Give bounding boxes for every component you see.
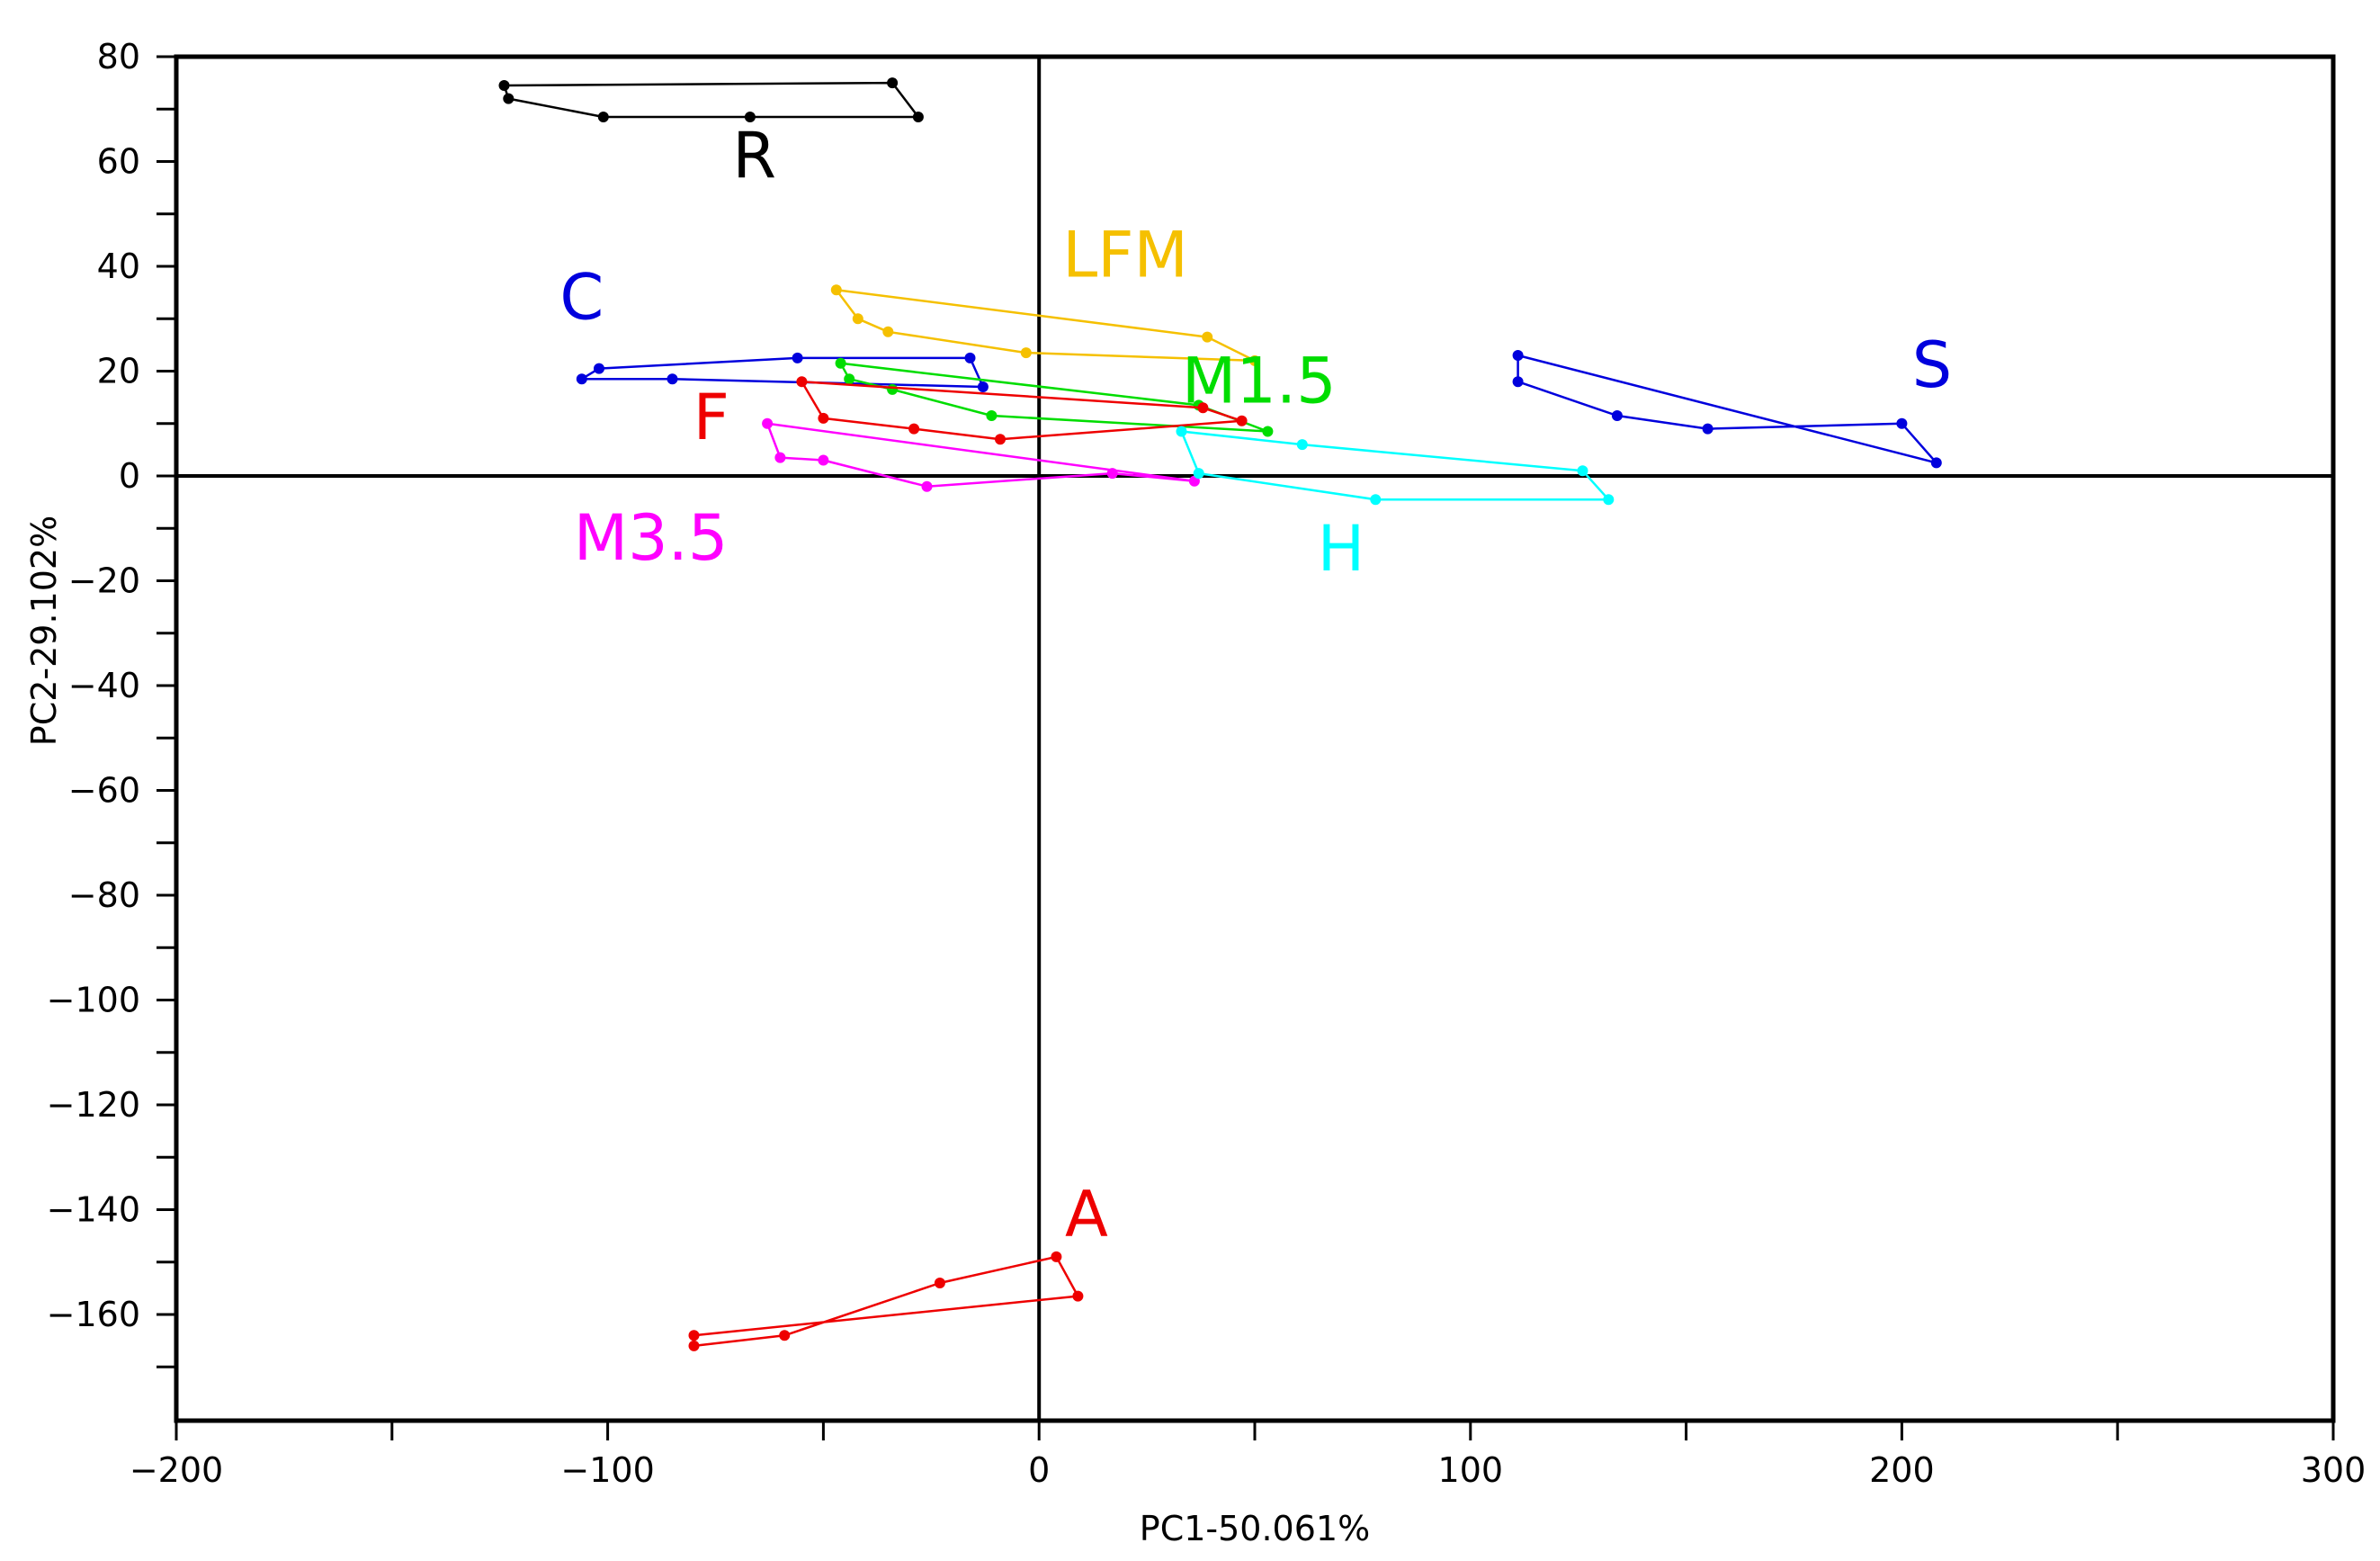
series-outline-a <box>693 1255 1079 1348</box>
data-point-f <box>995 434 1006 445</box>
data-point-h <box>1603 494 1615 506</box>
group-label-m3-5: M3.5 <box>574 501 729 575</box>
data-point-s <box>1512 376 1524 388</box>
series-outline-h <box>1180 430 1610 501</box>
series-outline-f <box>801 380 1243 441</box>
data-point-lfm <box>830 284 842 296</box>
data-point-s <box>1702 423 1713 435</box>
data-point-m1-5 <box>887 383 899 395</box>
group-label-s: S <box>1912 328 1952 402</box>
data-point-r <box>597 112 609 122</box>
data-point-h <box>1193 468 1204 480</box>
data-point-m1-5 <box>835 357 846 369</box>
y-tick-label: −20 <box>68 561 140 601</box>
data-point-h <box>1296 439 1308 451</box>
data-point-h <box>1577 465 1588 477</box>
y-tick-label: −80 <box>68 875 140 915</box>
data-point-r <box>912 112 924 122</box>
data-point-h <box>1176 426 1187 437</box>
y-tick-label: 40 <box>97 247 140 286</box>
data-point-f <box>1197 402 1209 414</box>
y-tick-label: 0 <box>119 456 140 496</box>
data-point-a <box>779 1330 791 1341</box>
group-label-r: R <box>732 119 776 193</box>
y-tick-label: 60 <box>97 142 140 182</box>
group-label-c: C <box>559 260 604 334</box>
data-point-f <box>908 423 920 435</box>
data-point-c <box>964 352 976 363</box>
y-tick-label: −60 <box>68 771 140 811</box>
y-tick-label: 20 <box>97 352 140 391</box>
x-tick-label: 100 <box>1438 1450 1504 1490</box>
data-point-lfm <box>1249 354 1260 366</box>
data-point-c <box>594 363 604 374</box>
data-point-f <box>796 376 808 388</box>
data-point-lfm <box>852 313 863 325</box>
data-point-r <box>744 112 756 122</box>
data-point-s <box>1512 350 1524 361</box>
x-tick-label: −100 <box>560 1450 654 1490</box>
data-point-m3-5 <box>1106 468 1118 480</box>
data-point-c <box>576 373 587 385</box>
data-point-m3-5 <box>818 454 829 466</box>
data-point-s <box>1896 417 1908 429</box>
data-point-a <box>1072 1290 1084 1302</box>
data-point-r <box>498 80 510 91</box>
data-point-f <box>1236 415 1248 426</box>
data-point-c <box>792 352 803 363</box>
y-tick-label: −160 <box>47 1295 140 1334</box>
y-tick-label: −120 <box>47 1085 140 1125</box>
y-tick-label: −140 <box>47 1190 140 1230</box>
data-point-lfm <box>1020 347 1032 359</box>
x-tick-label: −200 <box>130 1450 223 1490</box>
series-outline-s <box>1517 354 1938 464</box>
group-label-lfm: LFM <box>1062 219 1188 292</box>
data-point-r <box>887 77 899 89</box>
data-point-lfm <box>1202 331 1213 343</box>
group-label-h: H <box>1318 512 1365 586</box>
y-axis-title: PC2-29.102% <box>24 516 64 746</box>
y-tick-label: 80 <box>97 37 140 76</box>
data-point-c <box>977 381 989 392</box>
x-axis-title: PC1-50.061% <box>1140 1509 1370 1548</box>
data-point-s <box>1611 410 1623 421</box>
y-tick-label: −100 <box>47 981 140 1020</box>
data-point-lfm <box>882 326 894 337</box>
data-point-m3-5 <box>774 452 786 463</box>
data-point-m1-5 <box>986 410 998 421</box>
data-point-a <box>688 1330 700 1341</box>
data-point-a <box>688 1340 700 1351</box>
x-tick-label: 0 <box>1028 1450 1050 1490</box>
data-point-c <box>667 373 678 385</box>
data-point-r <box>503 93 514 104</box>
data-point-m1-5 <box>1262 426 1274 437</box>
data-point-a <box>934 1278 945 1288</box>
x-tick-label: 200 <box>1869 1450 1935 1490</box>
data-point-m3-5 <box>921 480 933 492</box>
group-label-f: F <box>693 381 729 454</box>
data-point-m3-5 <box>762 417 774 429</box>
x-tick-label: 300 <box>2301 1450 2367 1490</box>
data-point-h <box>1370 494 1382 506</box>
series-outline-r <box>503 81 920 119</box>
data-point-m1-5 <box>844 373 855 385</box>
data-point-a <box>1051 1251 1062 1262</box>
data-point-s <box>1930 457 1942 469</box>
plot-frame <box>174 54 2336 1423</box>
data-point-f <box>818 412 829 424</box>
group-label-a: A <box>1065 1178 1108 1251</box>
y-tick-label: −40 <box>68 666 140 705</box>
